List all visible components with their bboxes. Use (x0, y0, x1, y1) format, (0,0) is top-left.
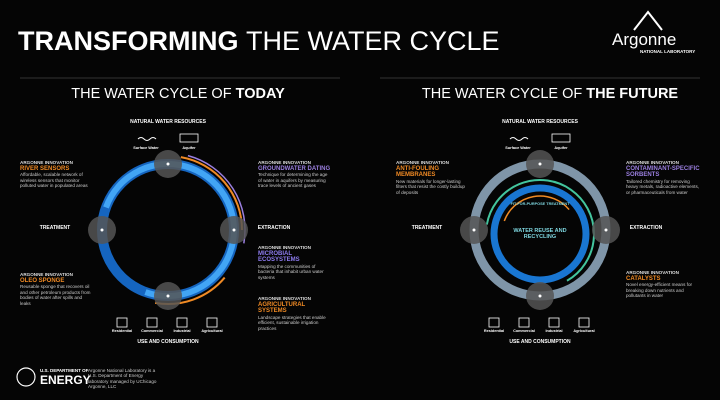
innovation-name: OLEO SPONGE (20, 277, 65, 284)
logo-sub: NATIONAL LABORATORY (640, 49, 696, 54)
innovation-name: ANTI-FOULING MEMBRANES (396, 165, 439, 179)
wave-icon (509, 137, 529, 141)
sector-label: Residential (483, 329, 505, 333)
innovation: ARGONNE INNOVATION OLEO SPONGE Reusable sp… (20, 272, 92, 307)
center-sub: FIT-FOR-PURPOSE TREATMENT (510, 202, 570, 206)
node-dot (166, 294, 170, 298)
sector-icon (146, 317, 158, 328)
node-dot (538, 294, 542, 298)
title-bold: THE FUTURE (586, 86, 679, 102)
innovation-name: GROUNDWATER DATING (258, 165, 331, 172)
node-label: TREATMENT (39, 225, 71, 231)
innovation-tag: ARGONNE INNOVATION (626, 160, 679, 165)
innovation-desc: Reusable sponge that recovers oil and ot… (20, 284, 91, 306)
sector-icon (206, 317, 218, 328)
title-bold: TODAY (235, 86, 285, 102)
innovation-tag: ARGONNE INNOVATION (396, 160, 449, 165)
sector-icon (488, 317, 500, 328)
title: TRANSFORMING THE WATER CYCLE (18, 26, 500, 57)
sector-label: Residential (111, 329, 133, 333)
innovation-tag: ARGONNE INNOVATION (258, 245, 311, 250)
doe-seal (16, 367, 36, 387)
node-label: USE AND CONSUMPTION (137, 339, 199, 345)
node-dot (166, 162, 170, 166)
innovation-desc: New materials for longer-lasting filters… (396, 178, 465, 195)
innovation-name: MICROBIAL ECOSYSTEMS (258, 250, 300, 264)
node-dot (232, 228, 236, 232)
innovation: ARGONNE INNOVATION CONTAMINANT-SPECIFIC S… (626, 160, 702, 196)
innovation-tag: ARGONNE INNOVATION (20, 272, 73, 277)
node-dot (604, 228, 608, 232)
innovation-desc: Tailored chemistry for removing heavy me… (626, 178, 700, 195)
sector-label: Commercial (141, 329, 163, 333)
node-label: NATURAL WATER RESOURCES (502, 119, 578, 125)
node-sub: Surface Water (133, 146, 159, 150)
node-sub: Aquifer (554, 146, 568, 150)
sector-label: Agricultural (201, 329, 223, 333)
panel-title: THE WATER CYCLE OF THE FUTURE (422, 86, 678, 102)
logo-mark (633, 10, 663, 31)
innovation-name: CONTAMINANT-SPECIFIC SORBENTS (626, 165, 700, 179)
node-label: NATURAL WATER RESOURCES (130, 119, 206, 125)
node-label: USE AND CONSUMPTION (509, 339, 571, 345)
innovation-tag: ARGONNE INNOVATION (258, 160, 311, 165)
sector-label: Commercial (513, 329, 535, 333)
innovation-desc: Technique for determining the age of wat… (258, 172, 328, 189)
innovation-desc: Novel energy-efficient means for breakin… (626, 282, 693, 299)
logo: Argonne (612, 30, 677, 49)
title-prefix: THE WATER CYCLE OF (421, 86, 583, 102)
innovation-tag: ARGONNE INNOVATION (258, 296, 311, 301)
node-sub: Aquifer (182, 146, 196, 150)
arc-green (485, 179, 595, 282)
aquifer-icon (179, 133, 199, 143)
node-label: TREATMENT (411, 225, 443, 231)
innovation-name: RIVER SENSORS (20, 165, 70, 172)
wave-icon (137, 137, 157, 141)
sector-icon (578, 317, 590, 328)
innovation-name: CATALYSTS (626, 275, 661, 282)
node-sub: Surface Water (505, 146, 531, 150)
innovation-tag: ARGONNE INNOVATION (626, 270, 679, 275)
title-bold: TRANSFORMING (18, 26, 239, 56)
node-dot (538, 162, 542, 166)
sector-label: Agricultural (573, 329, 595, 333)
node-dot (100, 228, 104, 232)
innovation: ARGONNE INNOVATION GROUNDWATER DATING Tech… (258, 160, 332, 189)
doe: ENERGY (40, 373, 91, 387)
node-dot (472, 228, 476, 232)
innovation: ARGONNE INNOVATION CATALYSTS Novel energy-… (626, 270, 702, 299)
aquifer-icon (551, 133, 571, 143)
innovation: ARGONNE INNOVATION AGRICULTURAL SYSTEMS La… (258, 296, 332, 332)
sector-label: Industrial (545, 329, 563, 333)
sector-icon (548, 317, 560, 328)
footer-note: Argonne National Laboratory is a U.S. De… (88, 368, 157, 390)
doe-top: U.S. DEPARTMENT OF (40, 368, 89, 373)
sector-icon (518, 317, 530, 328)
center-label: WATER REUSE AND RECYCLING (513, 228, 567, 240)
sector-icon (116, 317, 128, 328)
innovation: ARGONNE INNOVATION RIVER SENSORS Affordabl… (20, 160, 92, 189)
innovation: ARGONNE INNOVATION ANTI-FOULING MEMBRANES… (396, 160, 468, 196)
innovation-desc: Landscape strategies that enable efficie… (258, 314, 326, 331)
title-light: THE WATER CYCLE (246, 26, 500, 56)
innovation: ARGONNE INNOVATION MICROBIAL ECOSYSTEMS Ma… (258, 245, 332, 281)
sector-label: Industrial (173, 329, 191, 333)
arc-orange (180, 156, 243, 231)
innovation-desc: Mapping the communities of bacteria that… (258, 263, 324, 280)
innovation-tag: ARGONNE INNOVATION (20, 160, 73, 165)
sector-icon (176, 317, 188, 328)
arc-orange (503, 195, 570, 222)
cycle-ring-hl (103, 161, 237, 299)
node-label: EXTRACTION (257, 225, 291, 231)
innovation-name: AGRICULTURAL SYSTEMS (258, 301, 306, 315)
panel-title: THE WATER CYCLE OF TODAY (71, 86, 285, 102)
reuse-ring (490, 184, 590, 284)
node-label: EXTRACTION (629, 225, 663, 231)
innovation-desc: Affordable, scalable network of wireless… (20, 172, 88, 189)
title-prefix: THE WATER CYCLE OF (71, 86, 232, 102)
